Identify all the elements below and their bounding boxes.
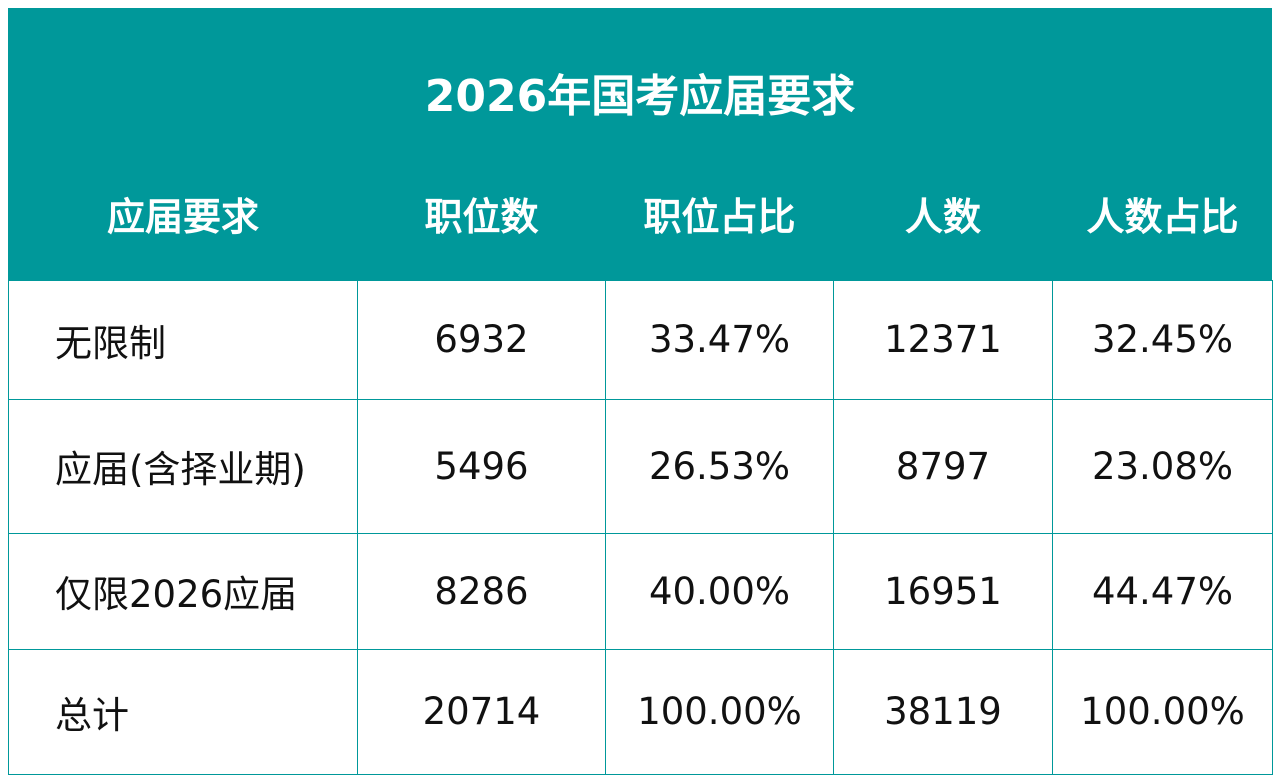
table-cell: 32.45% — [1052, 279, 1273, 400]
column-header: 人数占比 — [1086, 195, 1239, 240]
table-cell: 应届(含择业期) — [8, 398, 358, 534]
data-table: 应届要求 职位数 职位占比 人数 人数占比 无限制 6932 33.47% 12371 32.4… — [8, 8, 1273, 775]
table-cell: 40.00% — [605, 532, 834, 650]
title: 2026年国考应届要求 — [424, 71, 856, 122]
table-page: 应届要求 职位数 职位占比 人数 人数占比 无限制 6932 33.47% 12371 32.4… — [8, 8, 1273, 775]
table-row: 仅限2026应届 8286 40.00% 16951 44.47% — [8, 532, 1273, 650]
table-cell: 38119 — [833, 648, 1053, 775]
column-header: 职位数 — [424, 195, 539, 240]
table-cell: 100.00% — [605, 648, 834, 775]
table-cell: 无限制 — [8, 279, 358, 400]
table-cell: 23.08% — [1052, 398, 1273, 534]
table-row: 总计 20714 100.00% 38119 100.00% — [8, 648, 1273, 775]
table-cell: 44.47% — [1052, 532, 1273, 650]
table-cell: 16951 — [833, 532, 1053, 650]
table-cell: 20714 — [357, 648, 606, 775]
header-band — [8, 8, 1272, 280]
table-cell: 5496 — [357, 398, 606, 534]
table-cell: 100.00% — [1052, 648, 1273, 775]
table-cell: 总计 — [8, 648, 358, 775]
header-row: 应届要求 职位数 职位占比 人数 人数占比 — [9, 8, 1273, 280]
table-cell: 8797 — [833, 398, 1053, 534]
column-header: 应届要求 — [106, 195, 259, 240]
table-row: 应届(含择业期) 5496 26.53% 8797 23.08% — [8, 398, 1273, 534]
table-cell: 6932 — [357, 279, 606, 400]
table-cell: 26.53% — [605, 398, 834, 534]
table-cell: 8286 — [357, 532, 606, 650]
column-header: 职位占比 — [643, 195, 796, 240]
table-cell: 12371 — [833, 279, 1053, 400]
table-cell: 33.47% — [605, 279, 834, 400]
column-header: 人数 — [904, 195, 981, 240]
table-row: 无限制 6932 33.47% 12371 32.45% — [8, 279, 1273, 400]
table-cell: 仅限2026应届 — [8, 532, 358, 650]
